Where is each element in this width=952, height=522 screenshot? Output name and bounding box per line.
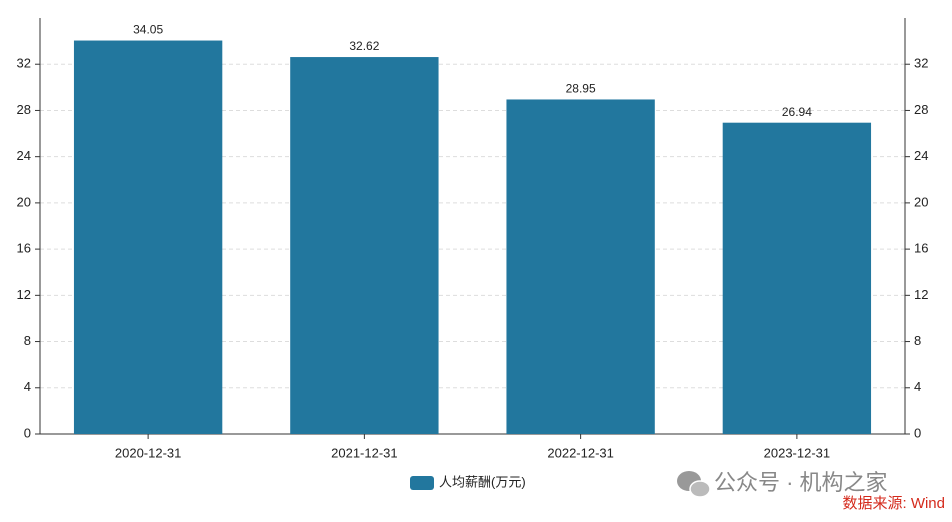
source-note: 数据来源: Wind [842,495,945,512]
y-tick-label: 0 [24,425,31,440]
data-label: 28.95 [566,82,596,96]
y-tick-label: 20 [17,194,31,209]
legend-label: 人均薪酬(万元) [439,474,526,489]
bar [73,40,223,435]
y-tick-label: 16 [17,241,31,256]
bar [290,57,439,435]
bar [506,99,655,434]
y2-tick-label: 8 [914,333,921,348]
data-label: 26.94 [782,105,812,119]
y2-tick-label: 16 [914,241,928,256]
legend-swatch [410,476,434,490]
watermark: 公众号 · 机构之家 [714,470,888,495]
bar [722,122,872,435]
y2-tick-label: 12 [914,287,928,302]
y-tick-label: 32 [17,56,31,71]
y-tick-label: 4 [24,379,31,394]
y-tick-label: 8 [24,333,31,348]
y-tick-label: 12 [17,287,31,302]
y-tick-label: 24 [17,148,31,163]
y2-tick-label: 20 [914,194,928,209]
y2-tick-label: 32 [914,56,928,71]
y2-tick-label: 24 [914,148,928,163]
x-tick-label: 2022-12-31 [547,445,614,460]
wechat-icon [677,471,711,498]
x-tick-label: 2023-12-31 [764,445,831,460]
x-tick-label: 2021-12-31 [331,445,398,460]
data-label: 34.05 [133,23,163,37]
y2-tick-label: 0 [914,425,921,440]
y-tick-label: 28 [17,102,31,117]
x-tick-label: 2020-12-31 [115,445,182,460]
y2-tick-label: 4 [914,379,921,394]
y2-tick-label: 28 [914,102,928,117]
data-label: 32.62 [349,39,379,53]
